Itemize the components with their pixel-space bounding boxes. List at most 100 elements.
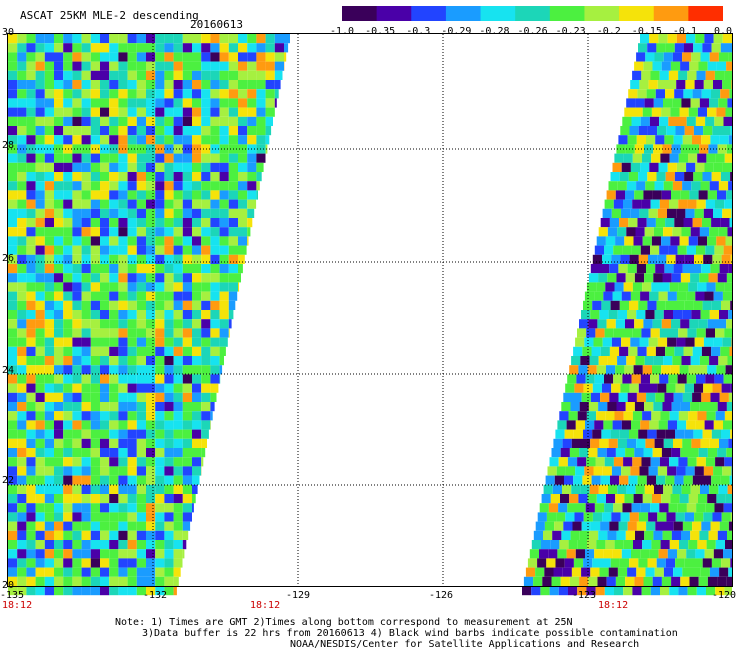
swath-cell-left — [100, 245, 110, 255]
swath-cell-left — [44, 34, 54, 44]
swath-cell-right — [684, 126, 694, 136]
swath-cell-right — [640, 549, 650, 559]
swath-cell-left — [155, 254, 165, 264]
swath-cell-left — [228, 218, 238, 228]
swath-cell-left — [127, 52, 137, 62]
swath-cell-left — [118, 466, 128, 476]
swath-cell-left — [109, 254, 119, 264]
swath-cell-left — [90, 107, 100, 117]
colorbar-tick-label: -0.3 — [406, 26, 431, 37]
swath-cell-left — [8, 549, 18, 559]
swath-cell-left — [44, 337, 54, 347]
swath-cell-right — [728, 135, 732, 145]
swath-cell-right — [652, 61, 662, 71]
swath-cell-left — [8, 89, 18, 99]
swath-cell-left — [26, 448, 36, 458]
swath-cell-left — [155, 356, 165, 366]
swath-cell-left — [136, 236, 146, 246]
swath-cell-left — [109, 484, 119, 494]
swath-cell-left — [201, 162, 211, 172]
swath-cell-left — [146, 254, 156, 264]
swath-cell-left — [81, 374, 91, 384]
swath-cell-right — [612, 420, 622, 430]
swath-cell-right — [682, 567, 692, 577]
swath-cell-right — [705, 70, 715, 80]
swath-cell-right — [654, 438, 664, 448]
swath-cell-left — [63, 466, 73, 476]
swath-cell-left — [44, 291, 54, 301]
swath-cell-right — [647, 429, 657, 439]
swath-cell-left — [247, 126, 257, 136]
swath-cell-left — [63, 365, 73, 375]
swath-cell-left — [17, 282, 27, 292]
swath-cell-right — [638, 172, 648, 182]
swath-cell-right — [638, 254, 648, 264]
swath-cell-right — [632, 586, 642, 596]
swath-cell-left — [155, 227, 165, 237]
swath-cell-left — [44, 356, 54, 366]
swath-cell-left — [201, 89, 211, 99]
swath-cell-left — [81, 512, 91, 522]
lon-label-135: -135 — [0, 590, 25, 601]
swath-cell-right — [614, 586, 624, 596]
colorbar-swatch — [342, 6, 378, 21]
swath-cell-left — [118, 52, 128, 62]
swath-cell-right — [610, 172, 620, 182]
swath-cell-right — [673, 310, 683, 320]
swath-cell-right — [646, 89, 656, 99]
swath-cell-right — [660, 153, 670, 163]
swath-cell-left — [109, 236, 119, 246]
swath-cell-left — [201, 227, 211, 237]
swath-cell-left — [72, 291, 82, 301]
swath-cell-right — [611, 383, 621, 393]
swath-cell-left — [192, 420, 202, 430]
swath-cell-left — [17, 567, 27, 577]
swath-cell-left — [17, 273, 27, 283]
swath-cell-left — [100, 337, 110, 347]
swath-cell-right — [590, 521, 601, 531]
swath-cell-right — [653, 144, 663, 154]
swath-cell-left — [35, 530, 45, 540]
footer-credit: NOAA/NESDIS/Center for Satellite Applica… — [290, 639, 640, 650]
swath-cell-right — [713, 162, 723, 172]
swath-cell-left — [136, 116, 146, 126]
swath-cell-left — [173, 429, 183, 439]
swath-cell-left — [44, 300, 54, 310]
colorbar-tick-label: -0.28 — [479, 26, 510, 37]
swath-cell-left — [173, 438, 183, 448]
swath-cell-left — [173, 448, 183, 458]
swath-cell-right — [687, 586, 697, 596]
swath-cell-left — [146, 245, 156, 255]
swath-cell-left — [63, 521, 73, 531]
swath-cell-right — [611, 208, 621, 218]
swath-cell-right — [609, 392, 619, 402]
swath-cell-left — [228, 236, 238, 246]
swath-cell-right — [558, 457, 568, 467]
swath-cell-left — [118, 199, 128, 209]
swath-cell-left — [274, 70, 283, 80]
swath-cell-left — [238, 162, 248, 172]
swath-cell-left — [182, 144, 192, 154]
swath-cell-left — [164, 291, 174, 301]
swath-cell-left — [44, 438, 54, 448]
swath-cell-right — [649, 549, 659, 559]
swath-cell-right — [633, 494, 643, 504]
swath-cell-right — [618, 392, 628, 402]
swath-cell-right — [664, 521, 674, 531]
swath-cell-left — [81, 356, 91, 366]
swath-cell-left — [54, 346, 64, 356]
swath-cell-left — [81, 549, 91, 559]
swath-cell-left — [238, 218, 248, 228]
swath-cell-left — [192, 126, 202, 136]
swath-cell-right — [678, 586, 688, 596]
swath-cell-right — [654, 484, 664, 494]
swath-cell-left — [109, 264, 119, 274]
swath-cell-left — [44, 558, 54, 568]
swath-cell-right — [535, 567, 545, 577]
swath-cell-left — [72, 346, 82, 356]
swath-cell-left — [35, 227, 45, 237]
swath-cell-right — [655, 135, 665, 145]
swath-cell-right — [709, 98, 719, 108]
swath-cell-left — [247, 34, 257, 44]
swath-cell-left — [228, 282, 238, 292]
